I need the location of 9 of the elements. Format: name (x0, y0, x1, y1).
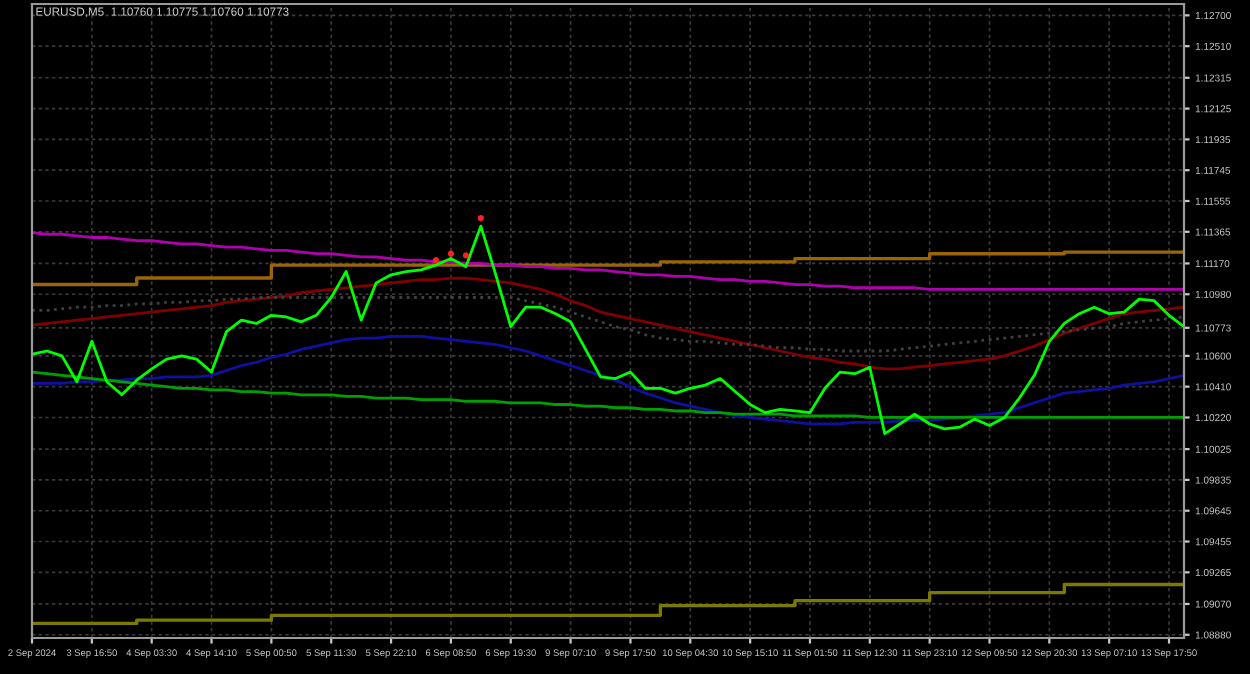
point (462, 252, 469, 259)
line-series (32, 335, 1184, 426)
point (477, 214, 484, 222)
line-series (32, 224, 1184, 436)
point (432, 257, 440, 264)
point (447, 250, 455, 257)
line-series (32, 370, 1184, 419)
line-series (32, 276, 1184, 371)
line-series (32, 231, 1184, 291)
